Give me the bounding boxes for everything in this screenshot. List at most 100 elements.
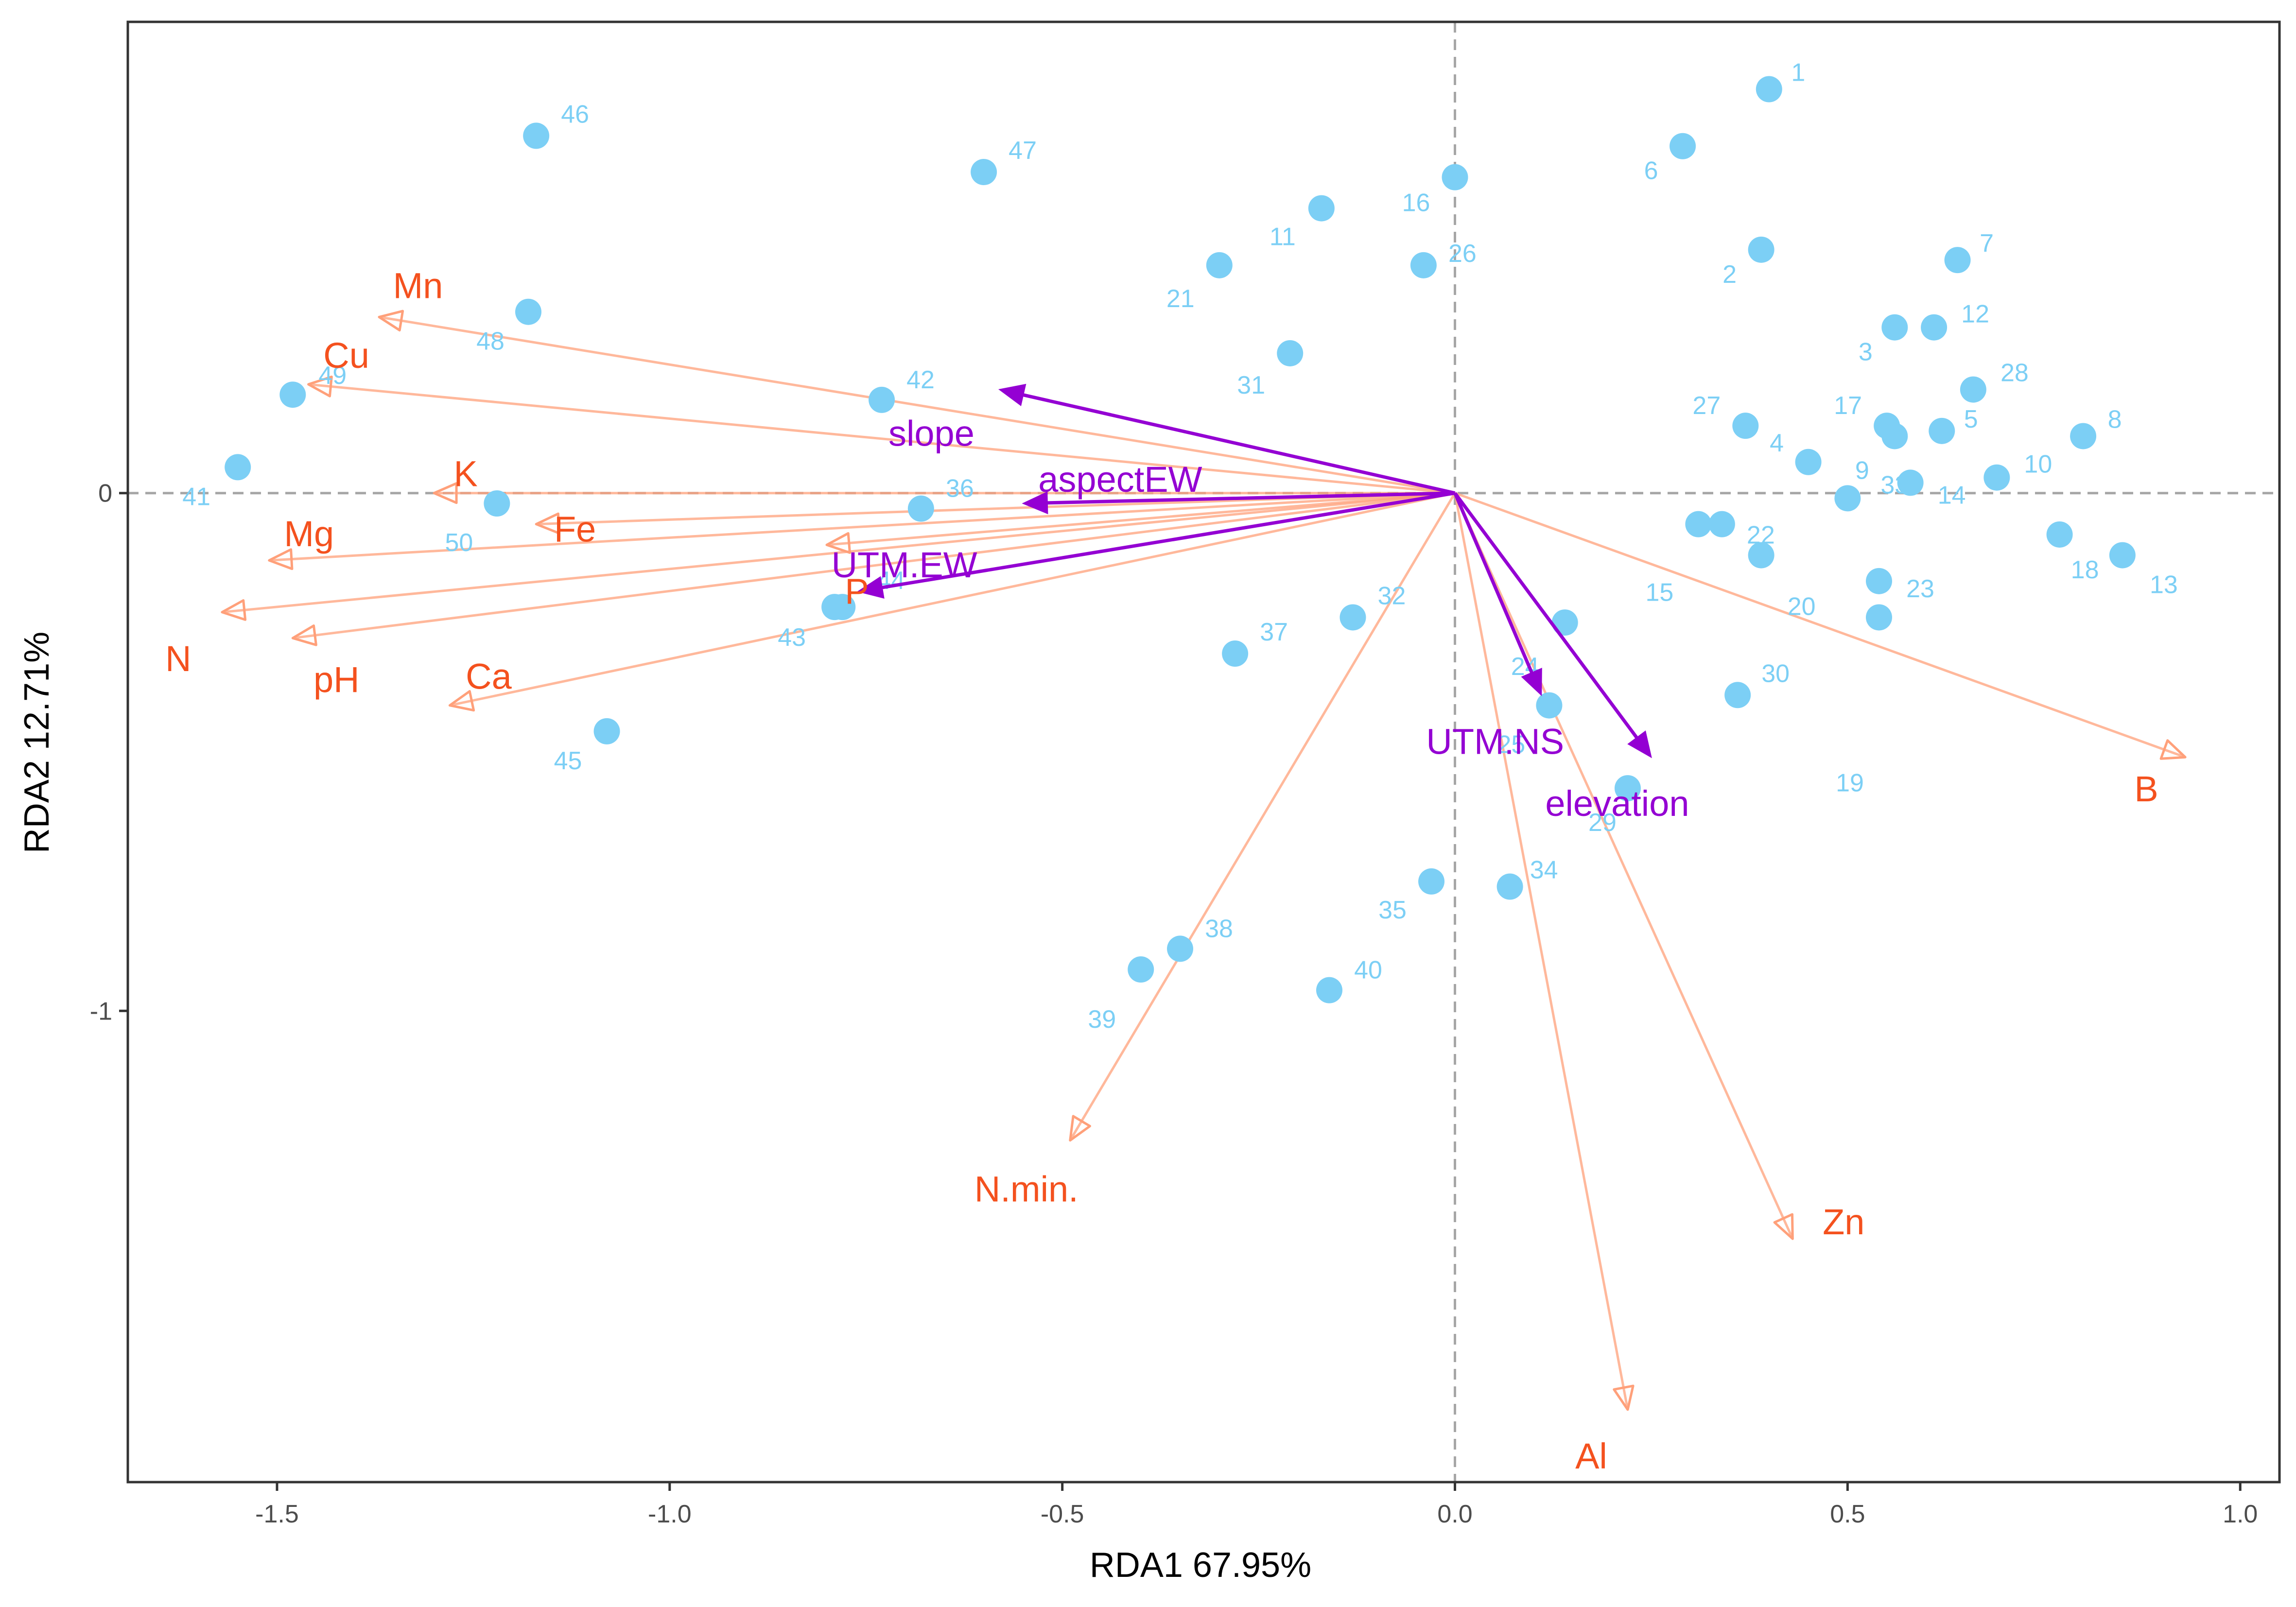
- response-arrow-p: [826, 492, 1455, 546]
- site-label-6: 6: [1644, 157, 1658, 185]
- site-label-18: 18: [2071, 556, 2099, 584]
- response-arrowhead-mn: [378, 310, 404, 332]
- site-point-33: [1881, 423, 1908, 449]
- site-point-2: [1748, 236, 1774, 263]
- site-point-4: [1795, 449, 1822, 475]
- x-tick-label: 0.0: [1437, 1500, 1472, 1528]
- response-arrowhead-ca: [448, 690, 475, 712]
- x-tick-label: -0.5: [1041, 1500, 1084, 1528]
- explanatory-label-aspectew: aspectEW: [1038, 459, 1202, 500]
- explanatory-arrow-elevation: [1453, 492, 1641, 743]
- site-label-29: 29: [1588, 809, 1617, 837]
- site-label-25: 25: [1497, 731, 1525, 759]
- response-label-n: N: [165, 639, 191, 679]
- site-label-15: 15: [1645, 579, 1673, 607]
- site-point-1: [1756, 76, 1782, 103]
- response-arrowhead-p: [825, 532, 851, 554]
- site-point-42: [869, 386, 895, 413]
- site-label-47: 47: [1009, 137, 1037, 165]
- site-label-35: 35: [1378, 896, 1407, 924]
- site-label-11: 11: [1270, 223, 1296, 251]
- site-label-4: 4: [1770, 429, 1784, 457]
- response-label-cu: Cu: [323, 335, 369, 376]
- response-arrows-layer: [221, 310, 2187, 1411]
- site-point-46: [523, 122, 550, 149]
- response-arrow-n: [222, 492, 1455, 614]
- site-point-29: [1614, 775, 1641, 802]
- response-label-k: K: [453, 454, 477, 494]
- site-point-28: [1960, 376, 1986, 403]
- site-point-48: [515, 298, 542, 325]
- site-point-39: [1128, 956, 1154, 983]
- explanatory-arrow-aspectew: [1042, 491, 1455, 505]
- site-point-38: [1167, 935, 1194, 962]
- response-arrow-ca: [449, 492, 1456, 707]
- site-label-28: 28: [2000, 359, 2029, 387]
- site-label-2: 2: [1722, 260, 1737, 289]
- response-arrow-ph: [292, 492, 1455, 639]
- response-arrow-mg: [269, 492, 1455, 562]
- site-point-15: [1685, 511, 1712, 537]
- site-point-47: [971, 159, 997, 186]
- explanatory-label-utm-ew: UTM.EW: [832, 545, 977, 585]
- site-point-9: [1834, 485, 1861, 512]
- x-tick-label: -1.5: [255, 1500, 299, 1528]
- site-point-6: [1670, 133, 1696, 159]
- site-point-36: [907, 495, 934, 522]
- response-arrowhead-mg: [268, 548, 294, 570]
- site-point-11: [1308, 195, 1335, 222]
- site-label-34: 34: [1530, 856, 1558, 884]
- y-tick-label: -1: [90, 997, 112, 1025]
- site-point-8: [2070, 423, 2097, 449]
- site-label-48: 48: [476, 328, 504, 356]
- site-label-42: 42: [906, 366, 935, 394]
- explanatory-arrowhead-aspectew: [1022, 491, 1048, 515]
- site-point-24: [1551, 609, 1578, 636]
- explanatory-arrow-utm-ns: [1453, 492, 1535, 678]
- site-point-37: [1222, 640, 1249, 667]
- site-point-35: [1418, 868, 1445, 895]
- y-axis-title: RDA2 12.71%: [17, 632, 56, 853]
- response-arrowhead-n-min: [1069, 1115, 1091, 1142]
- y-tick-label: 0: [98, 480, 112, 508]
- response-label-fe: Fe: [554, 509, 596, 550]
- site-label-12: 12: [1961, 300, 1989, 328]
- site-point-26: [1410, 252, 1437, 278]
- site-label-37: 37: [1260, 618, 1288, 646]
- site-point-40: [1316, 977, 1343, 1003]
- site-point-13: [2109, 542, 2136, 569]
- site-point-22: [1708, 511, 1735, 537]
- site-label-19: 19: [1836, 769, 1864, 797]
- site-point-41: [225, 454, 251, 481]
- site-label-43: 43: [778, 623, 806, 652]
- site-label-31: 31: [1237, 371, 1265, 399]
- site-point-10: [1983, 464, 2010, 491]
- site-point-34: [1496, 873, 1523, 900]
- site-point-20: [1748, 542, 1774, 569]
- site-point-21: [1206, 252, 1233, 278]
- site-point-27: [1732, 413, 1759, 439]
- x-tick-label: -1.0: [648, 1500, 692, 1528]
- response-arrow-al: [1454, 493, 1629, 1410]
- site-label-5: 5: [1964, 405, 1978, 433]
- site-label-33: 33: [1880, 471, 1909, 499]
- site-label-40: 40: [1354, 956, 1382, 985]
- site-point-30: [1724, 682, 1751, 708]
- site-point-25: [1536, 692, 1563, 719]
- response-label-mg: Mg: [284, 514, 334, 554]
- site-label-16: 16: [1402, 189, 1430, 217]
- explanatory-label-elevation: elevation: [1545, 783, 1689, 824]
- explanatory-label-slope: slope: [888, 414, 974, 454]
- response-arrowhead-fe: [535, 512, 560, 535]
- site-label-14: 14: [1938, 481, 1966, 509]
- site-label-26: 26: [1448, 240, 1477, 268]
- site-label-20: 20: [1788, 593, 1816, 621]
- site-label-38: 38: [1205, 915, 1233, 943]
- site-point-44: [829, 594, 856, 621]
- response-arrow-zn: [1454, 492, 1794, 1240]
- response-arrowhead-n: [221, 599, 247, 621]
- response-arrow-n-min: [1069, 492, 1456, 1141]
- site-label-13: 13: [2150, 571, 2178, 599]
- response-arrow-mn: [379, 315, 1455, 495]
